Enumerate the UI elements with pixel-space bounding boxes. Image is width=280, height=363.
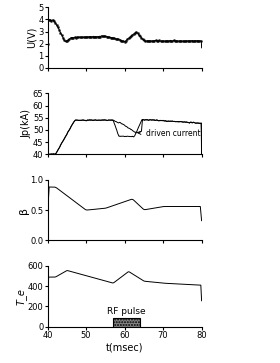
Y-axis label: U(V): U(V) bbox=[27, 27, 37, 48]
Y-axis label: Jp(kA): Jp(kA) bbox=[21, 109, 31, 138]
Bar bbox=[113, 318, 140, 327]
Text: driven current: driven current bbox=[138, 129, 200, 138]
Y-axis label: T_e: T_e bbox=[15, 288, 26, 305]
Y-axis label: β: β bbox=[19, 207, 29, 213]
Text: RF pulse: RF pulse bbox=[107, 307, 146, 316]
X-axis label: t(msec): t(msec) bbox=[106, 343, 143, 352]
